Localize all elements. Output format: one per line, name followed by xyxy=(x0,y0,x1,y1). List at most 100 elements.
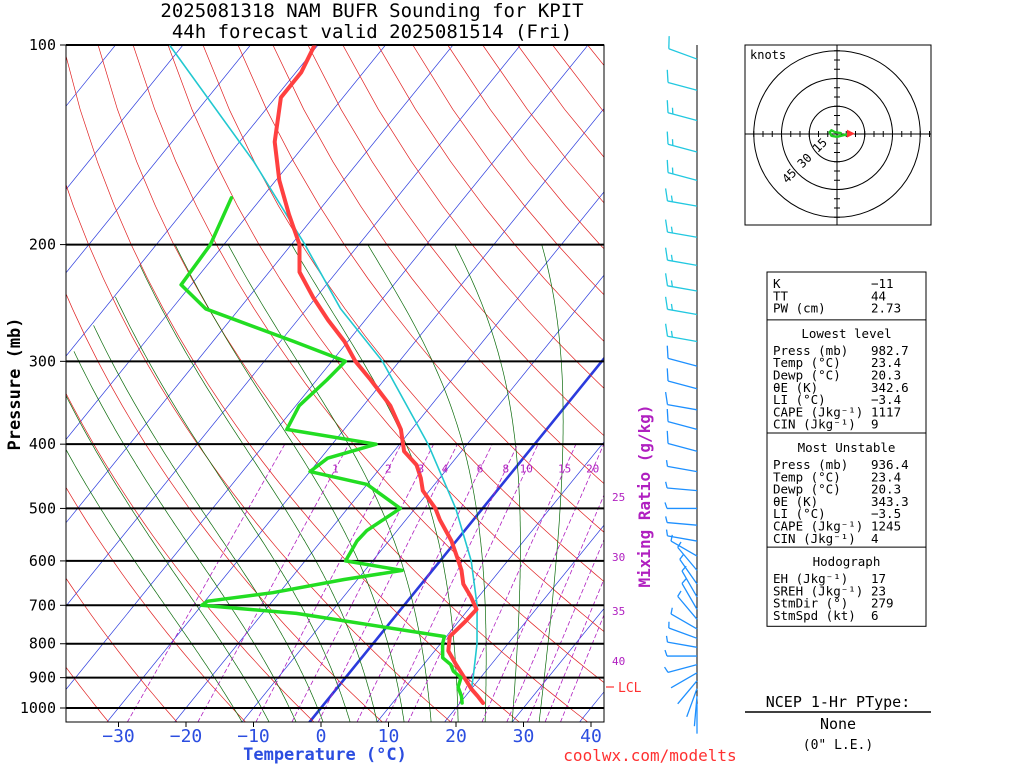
isotherm xyxy=(66,45,589,690)
isotherm xyxy=(66,45,386,440)
wind-barb xyxy=(665,460,698,473)
wind-barb xyxy=(670,607,698,630)
hodograph-grid xyxy=(745,45,931,225)
wind-barb-staff xyxy=(667,380,698,390)
index-value: 936.4 xyxy=(871,457,909,472)
isotherm xyxy=(66,45,454,524)
moist-adiabat xyxy=(227,244,432,722)
chart-title-line1: 2025081318 NAM BUFR Sounding for KPIT xyxy=(160,0,583,22)
pressure-tick-label: 100 xyxy=(29,36,56,54)
moist-adiabat xyxy=(66,448,243,722)
moist-adiabat xyxy=(291,244,459,722)
wind-barb xyxy=(670,534,698,557)
temperature-tick-label: 10 xyxy=(378,726,400,747)
wind-barb xyxy=(677,590,698,620)
index-label: θE (K) xyxy=(773,380,818,395)
pressure-tick-label: 700 xyxy=(29,596,56,614)
mixing-ratio-value-label: 4 xyxy=(442,462,449,475)
wind-barb-half-flag xyxy=(665,460,669,467)
index-label: StmSpd (kt) xyxy=(773,608,856,623)
pressure-tick-label: 600 xyxy=(29,552,56,570)
isotherm xyxy=(444,524,604,722)
wind-barb xyxy=(665,516,698,526)
mixing-ratio-line xyxy=(481,443,604,722)
wind-barb-flag xyxy=(664,273,669,286)
moist-adiabat xyxy=(93,325,324,722)
index-label: PW (cm) xyxy=(773,301,826,316)
wind-barb-flag xyxy=(664,296,669,310)
wind-barb xyxy=(664,391,698,411)
moist-adiabat xyxy=(174,244,405,722)
lcl-label: LCL xyxy=(618,681,642,696)
wind-barb-staff xyxy=(681,583,698,610)
wind-barb xyxy=(679,553,698,585)
hodograph-units-label: knots xyxy=(750,48,786,62)
mixing-ratio-value-label: 3 xyxy=(418,462,425,475)
wind-barb-half-flag xyxy=(665,529,669,536)
index-label: Temp (°C) xyxy=(773,469,841,484)
wind-barb-staff xyxy=(667,421,698,431)
source-url: coolwx.com/modelts xyxy=(563,746,736,765)
index-value: 9 xyxy=(871,417,879,432)
wind-barb xyxy=(665,529,698,542)
index-label: SREH (Jkg⁻¹) xyxy=(773,583,863,598)
wind-barb xyxy=(666,131,698,153)
dry-adiabat xyxy=(447,45,604,250)
wind-barb-half-flag xyxy=(670,195,674,202)
index-value: 1117 xyxy=(871,404,901,419)
index-value: 6 xyxy=(871,608,879,623)
right-scale-label: 40 xyxy=(612,655,625,668)
wind-barb-staff xyxy=(668,627,698,639)
wind-barb-staff xyxy=(686,688,698,718)
index-label: Press (mb) xyxy=(773,343,848,358)
index-value: 1245 xyxy=(871,519,901,534)
mixing-ratio-line xyxy=(291,443,435,722)
wind-barb xyxy=(670,672,698,689)
dry-adiabat xyxy=(377,45,604,342)
isotherm xyxy=(241,274,604,722)
index-value: 342.6 xyxy=(871,380,909,395)
wind-barb-staff xyxy=(681,570,698,598)
wind-barb-half-flag xyxy=(670,607,673,615)
mixing-ratio-line xyxy=(407,443,539,722)
parcel-trace xyxy=(168,45,484,704)
index-value: 982.7 xyxy=(871,343,909,358)
index-label: θE (K) xyxy=(773,494,818,509)
mixing-ratio-value-label: 8 xyxy=(502,462,509,475)
dry-adiabat xyxy=(66,293,383,722)
index-value: −3.4 xyxy=(871,392,901,407)
plot-frame xyxy=(65,44,605,723)
wind-barb xyxy=(677,541,698,571)
wind-barb-flag xyxy=(664,219,669,233)
dry-adiabat xyxy=(66,666,109,722)
y-axis-label: Pressure (mb) xyxy=(5,317,25,450)
mixing-ratio-line xyxy=(527,538,604,722)
wind-barb-staff xyxy=(670,540,698,557)
index-label: Temp (°C) xyxy=(773,355,841,370)
pressure-tick-label: 1000 xyxy=(20,699,56,717)
mixing-ratio-value-label: 10 xyxy=(520,462,533,475)
temperature-tick-label: 30 xyxy=(513,726,535,747)
wind-barb-flag xyxy=(664,391,669,405)
pressure-tick-label: 200 xyxy=(29,236,56,254)
wind-barb-half-flag xyxy=(670,280,674,287)
isotherm xyxy=(376,441,604,722)
wind-barb-staff xyxy=(667,357,698,367)
pressure-tick-labels: 1000 900 800 700 600 500 400 300 200 100 xyxy=(20,36,56,717)
temperature-tick-label: −20 xyxy=(170,726,203,747)
wind-barb xyxy=(666,368,698,390)
index-label: K xyxy=(773,276,781,291)
moist-adiabat xyxy=(538,244,564,722)
wind-barb-staff xyxy=(670,613,698,630)
mixing-ratio-line xyxy=(127,443,286,722)
mixing-ratio-line xyxy=(544,578,604,722)
index-value: 23 xyxy=(871,583,886,598)
wind-barb xyxy=(666,408,698,431)
wind-barb-half-flag xyxy=(679,553,685,560)
wind-barb-half-flag xyxy=(670,330,674,338)
wind-barb xyxy=(665,481,698,492)
right-scale-label: 35 xyxy=(612,605,625,618)
ptype-value: None xyxy=(820,715,856,733)
wind-barb-staff xyxy=(667,81,698,91)
dry-adiabat xyxy=(307,45,604,437)
